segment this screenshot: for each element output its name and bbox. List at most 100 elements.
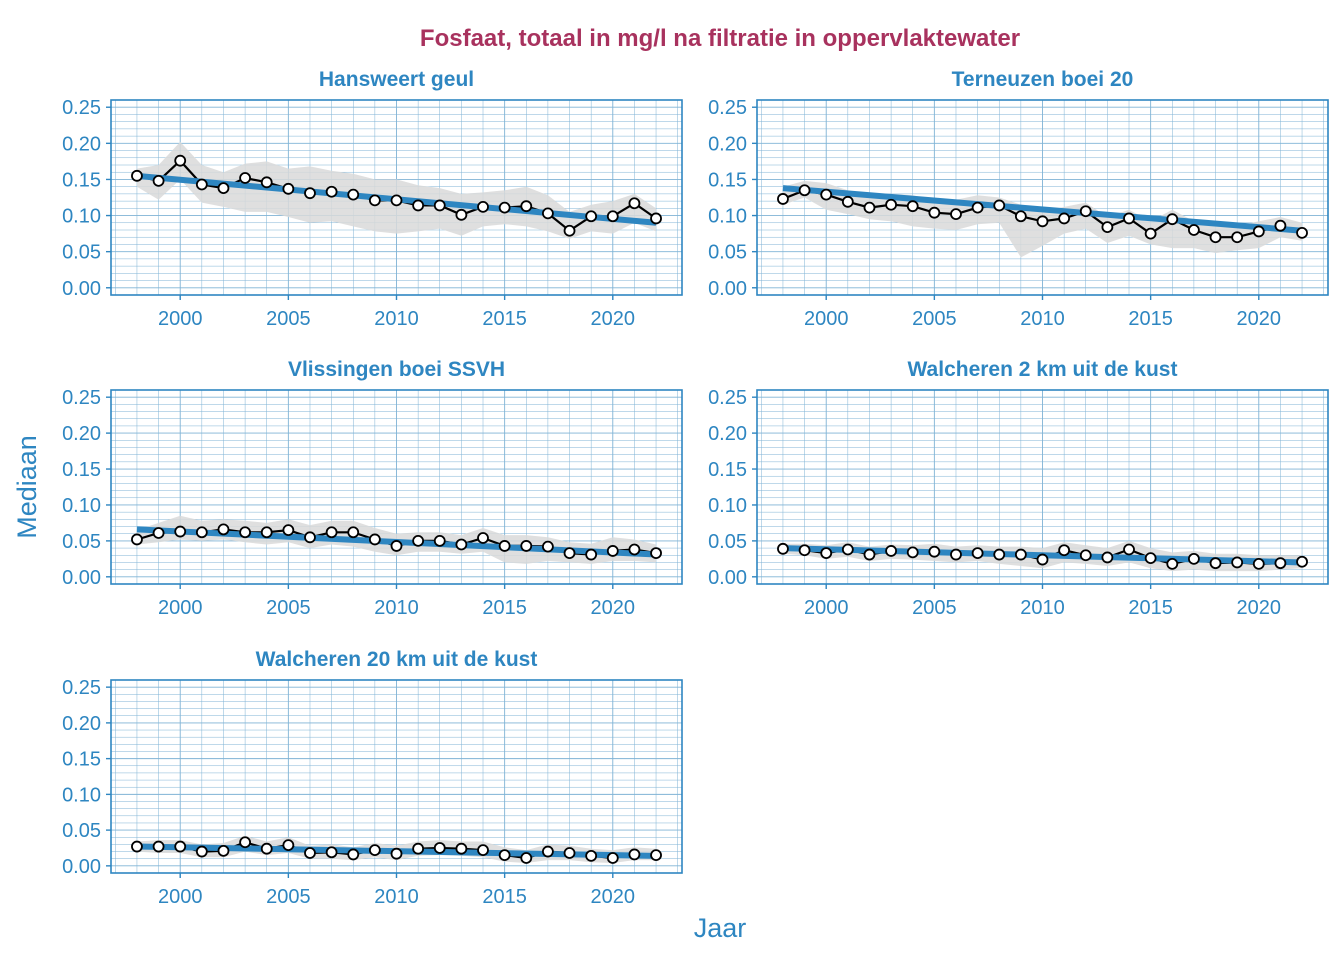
x-tick-label: 2010 bbox=[374, 597, 419, 619]
x-tick-label: 2020 bbox=[1237, 597, 1282, 619]
data-point-2002 bbox=[863, 201, 876, 214]
data-point-1999 bbox=[798, 544, 811, 557]
data-point-2008 bbox=[993, 199, 1006, 212]
y-tick-label: 0.00 bbox=[62, 856, 101, 878]
y-tick-label: 0.25 bbox=[62, 387, 101, 409]
data-point-2009 bbox=[1014, 548, 1027, 561]
data-point-2006 bbox=[950, 208, 962, 221]
data-point-2015 bbox=[1144, 552, 1157, 565]
y-tick-label: 0.15 bbox=[62, 169, 101, 191]
data-point-2011 bbox=[1058, 212, 1071, 225]
x-tick-label: 2005 bbox=[912, 597, 957, 619]
y-tick-label: 0.10 bbox=[708, 495, 747, 517]
data-point-2022 bbox=[1296, 555, 1308, 568]
y-tick-label: 0.20 bbox=[62, 713, 101, 735]
data-point-2012 bbox=[433, 534, 446, 547]
y-tick-label: 0.05 bbox=[62, 242, 101, 264]
data-point-2022 bbox=[1296, 226, 1308, 239]
data-point-2014 bbox=[1123, 212, 1135, 225]
data-point-2006 bbox=[304, 531, 316, 544]
data-point-2016 bbox=[1166, 213, 1179, 226]
data-point-1999 bbox=[152, 527, 165, 539]
x-tick-label: 2005 bbox=[266, 597, 311, 619]
data-point-2021 bbox=[1274, 219, 1287, 232]
data-point-2009 bbox=[368, 533, 381, 546]
y-tick-label: 0.05 bbox=[708, 531, 747, 553]
y-tick-label: 0.15 bbox=[62, 749, 101, 771]
data-point-2008 bbox=[347, 188, 360, 201]
data-point-2015 bbox=[498, 849, 511, 862]
x-tick-label: 2005 bbox=[266, 308, 311, 330]
data-point-2019 bbox=[1231, 556, 1244, 569]
panel-title: Walcheren 20 km uit de kust bbox=[256, 648, 538, 671]
data-point-2000 bbox=[174, 154, 187, 167]
data-point-2016 bbox=[1166, 557, 1179, 570]
data-point-2017 bbox=[542, 845, 554, 858]
data-point-2010 bbox=[390, 847, 403, 860]
data-point-1999 bbox=[152, 174, 165, 187]
data-point-2015 bbox=[1144, 227, 1157, 240]
data-point-2020 bbox=[1252, 557, 1265, 570]
data-point-2018 bbox=[563, 224, 576, 237]
data-point-2008 bbox=[347, 848, 360, 861]
y-tick-label: 0.00 bbox=[708, 278, 747, 300]
data-point-2004 bbox=[260, 176, 273, 189]
x-tick-label: 2000 bbox=[804, 308, 849, 330]
data-point-2007 bbox=[971, 547, 984, 560]
data-point-2022 bbox=[650, 849, 662, 862]
y-tick-label: 0.10 bbox=[62, 206, 101, 228]
y-tick-label: 0.25 bbox=[62, 677, 101, 699]
data-point-2007 bbox=[325, 846, 338, 859]
panel-title: Hansweert geul bbox=[319, 68, 474, 91]
panel-title: Terneuzen boei 20 bbox=[952, 68, 1134, 91]
data-point-2011 bbox=[1058, 544, 1071, 557]
data-point-2005 bbox=[928, 206, 941, 219]
data-point-2001 bbox=[841, 543, 854, 556]
data-point-2019 bbox=[585, 849, 598, 862]
x-tick-label: 2020 bbox=[591, 886, 636, 908]
data-point-2015 bbox=[498, 540, 511, 552]
y-tick-label: 0.15 bbox=[708, 459, 747, 481]
data-point-2017 bbox=[542, 207, 554, 220]
data-point-2008 bbox=[993, 548, 1006, 561]
x-tick-label: 2000 bbox=[158, 886, 203, 908]
data-point-2002 bbox=[863, 548, 876, 561]
panel-2: Terneuzen boei 20 0.00 0.05 0.10 0.15 0.20 0.2… bbox=[708, 68, 1329, 330]
x-tick-label: 2005 bbox=[912, 308, 957, 330]
data-point-1998 bbox=[131, 169, 143, 182]
y-tick-label: 0.05 bbox=[708, 242, 747, 264]
data-point-2003 bbox=[239, 836, 251, 849]
data-point-2000 bbox=[820, 188, 833, 201]
data-point-2017 bbox=[542, 540, 554, 553]
data-point-2019 bbox=[585, 210, 598, 223]
data-point-1999 bbox=[798, 184, 811, 197]
data-point-2016 bbox=[520, 852, 533, 864]
trend-line bbox=[782, 185, 1303, 234]
data-point-2011 bbox=[412, 842, 425, 855]
data-point-2016 bbox=[520, 200, 533, 213]
data-point-2001 bbox=[841, 195, 854, 208]
data-point-2003 bbox=[239, 526, 251, 539]
data-point-2004 bbox=[260, 842, 273, 855]
data-point-2001 bbox=[195, 845, 208, 858]
data-point-2020 bbox=[606, 545, 619, 557]
data-point-2000 bbox=[174, 525, 187, 538]
data-point-2019 bbox=[585, 548, 598, 561]
data-point-2009 bbox=[368, 194, 381, 207]
data-point-2018 bbox=[563, 547, 576, 560]
data-point-2021 bbox=[628, 543, 641, 556]
x-tick-label: 2005 bbox=[266, 886, 311, 908]
data-point-2002 bbox=[217, 844, 230, 857]
y-axis-label: Mediaan bbox=[12, 435, 42, 539]
y-tick-label: 0.05 bbox=[62, 531, 101, 553]
data-point-2007 bbox=[325, 526, 338, 539]
data-point-1998 bbox=[777, 193, 789, 205]
data-point-2003 bbox=[885, 545, 897, 557]
data-point-2001 bbox=[195, 526, 208, 539]
data-point-2005 bbox=[282, 182, 295, 195]
data-point-2020 bbox=[606, 852, 619, 864]
panel-1: Hansweert geul 0.00 0.05 0.10 0.15 0.20 0.25 20… bbox=[62, 68, 683, 330]
panels: Hansweert geul 0.00 0.05 0.10 0.15 0.20 0.25 20… bbox=[62, 68, 1329, 908]
y-tick-label: 0.10 bbox=[62, 495, 101, 517]
data-point-2005 bbox=[928, 545, 941, 558]
